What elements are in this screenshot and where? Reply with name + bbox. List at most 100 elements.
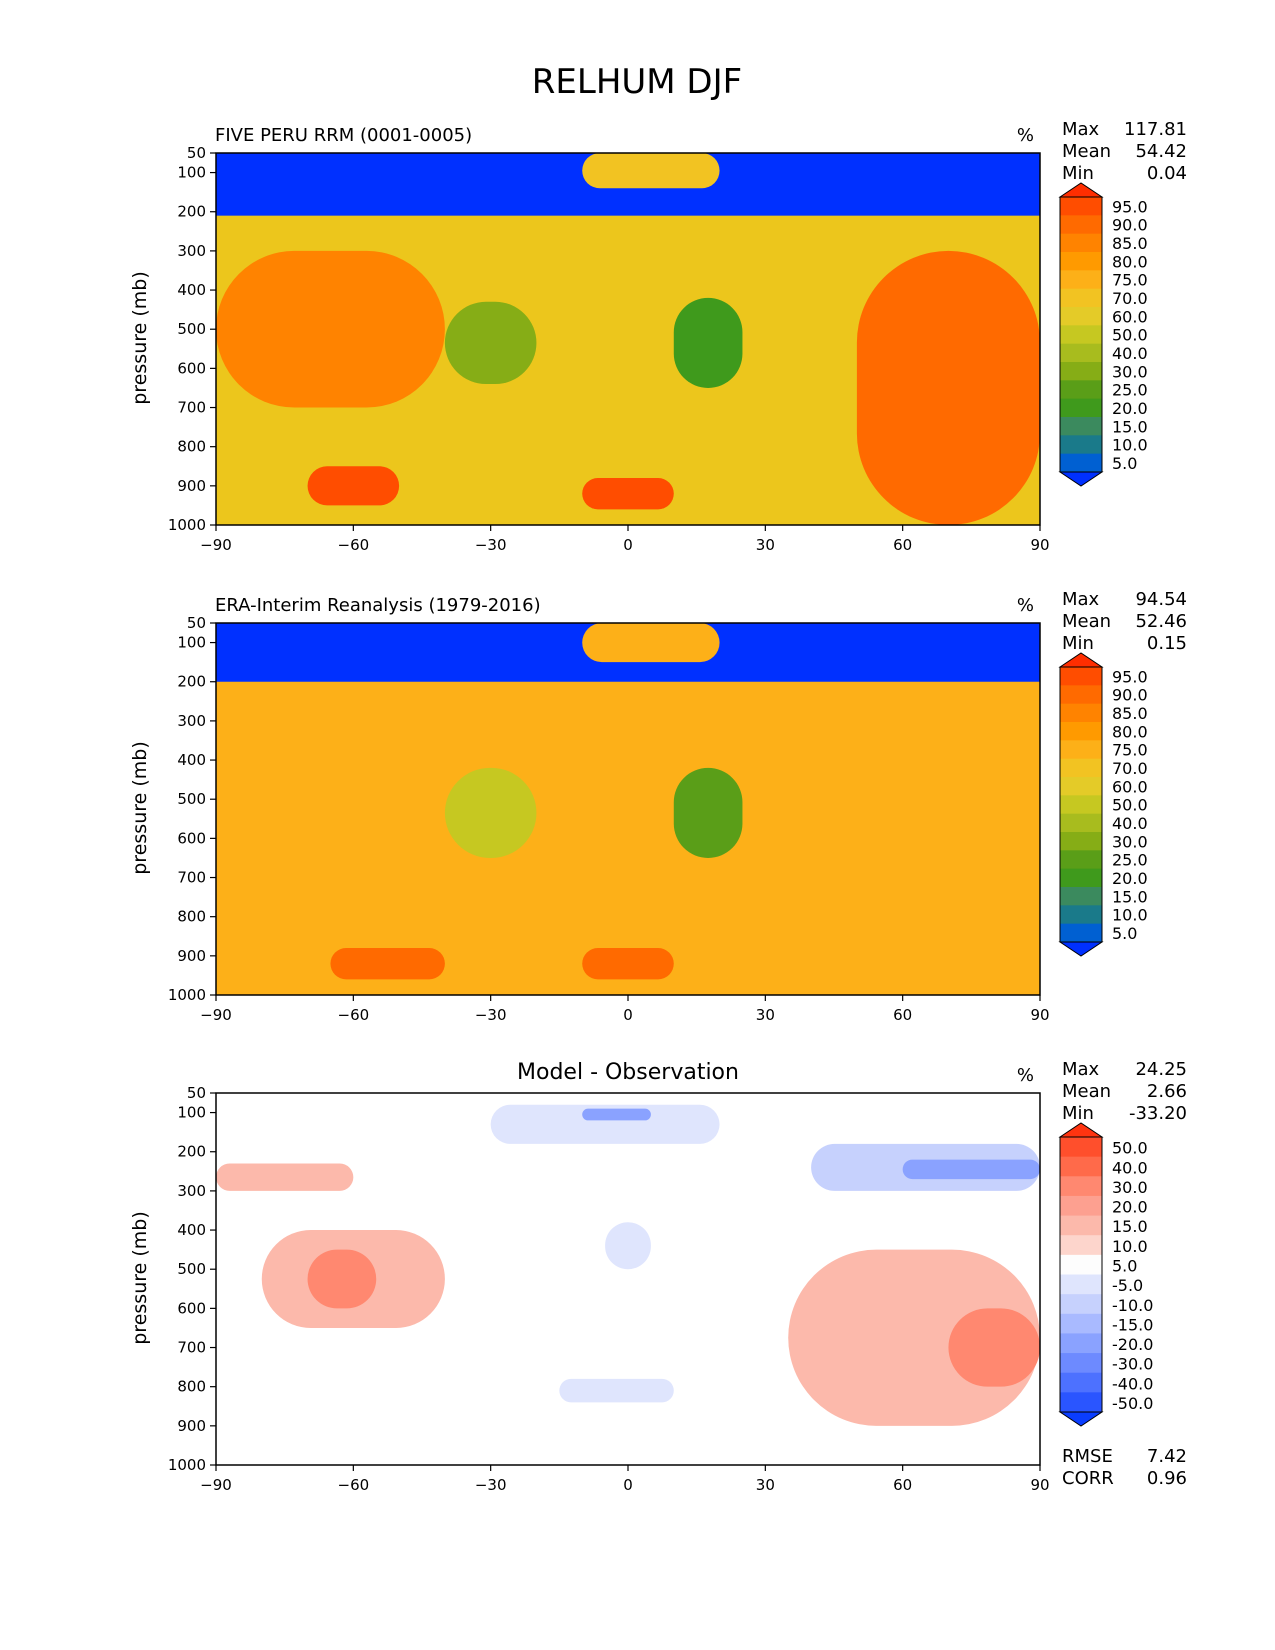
units-label: % [1017,1065,1034,1086]
y-tick-label: 200 [177,203,206,221]
colorbar-segment [1060,325,1102,345]
colorbar-tick-label: 85.0 [1112,704,1148,723]
x-tick-label: 90 [1030,536,1049,554]
stat-max-value: 94.54 [1135,589,1187,610]
y-tick-label: 500 [177,320,206,338]
y-tick-label: 900 [177,477,206,495]
panel-title-left: ERA-Interim Reanalysis (1979-2016) [215,595,541,616]
corr-label: CORR [1062,1468,1114,1489]
field-region [444,301,537,385]
colorbar-tick-label: 10.0 [1112,906,1148,925]
field-region [582,948,674,980]
colorbar-tick-label: 75.0 [1112,741,1148,760]
colorbar-segment [1060,343,1102,363]
colorbar-tick-label: -5.0 [1112,1276,1143,1295]
panel-difference: Model - Observation % Max 24.25 Mean 2.6… [129,1059,1187,1494]
colorbar-tick-label: 30.0 [1112,1178,1148,1197]
colorbar-tick-label: 25.0 [1112,851,1148,870]
x-tick-label: 30 [756,1006,775,1024]
colorbar-tick-label: 15.0 [1112,1217,1148,1236]
y-tick-label: 100 [177,1104,206,1122]
y-tick-label: 300 [177,1182,206,1200]
colorbar-segment [1060,417,1102,436]
field-region [582,623,720,663]
stat-min-label: Min [1062,163,1094,184]
colorbar-tick-label: -10.0 [1112,1296,1153,1315]
colorbar-tick-label: 40.0 [1112,1158,1148,1177]
field-region [307,466,400,506]
colorbar-tick-label: -50.0 [1112,1394,1153,1413]
field-region [673,297,743,388]
stat-mean-label: Mean [1062,1081,1111,1102]
x-tick-label: 30 [756,536,775,554]
colorbar-tick-label: -20.0 [1112,1335,1153,1354]
colorbar-segment [1060,703,1102,723]
y-tick-label: 600 [177,1299,206,1317]
colorbar-segment [1060,1215,1102,1236]
stat-max-value: 117.81 [1124,119,1187,140]
colorbar-tick-label: -15.0 [1112,1315,1153,1334]
colorbar-extend-bottom [1058,471,1104,487]
stat-min-label: Min [1062,1103,1094,1124]
colorbar-segment [1060,850,1102,870]
colorbar-segment [1060,380,1102,400]
units-label: % [1017,125,1034,146]
colorbar-segment [1060,288,1102,308]
stat-max-label: Max [1062,1059,1100,1080]
colorbar-extend-top [1058,182,1104,198]
colorbar: 95.090.085.080.075.070.060.050.040.030.0… [1058,652,1148,957]
colorbar-segment [1060,813,1102,833]
colorbar-tick-label: 30.0 [1112,832,1148,851]
colorbar-tick-label: 30.0 [1112,362,1148,381]
y-tick-label: 700 [177,399,206,417]
colorbar-tick-label: 70.0 [1112,759,1148,778]
colorbar-segment [1060,1274,1102,1295]
field-region [216,250,445,408]
stat-max-label: Max [1062,589,1100,610]
panel-title-center: Model - Observation [517,1060,739,1085]
colorbar-segment [1060,887,1102,906]
colorbar-segment [1060,1137,1102,1158]
colorbar-segment [1060,722,1102,741]
y-tick-label: 400 [177,1221,206,1239]
x-tick-label: 30 [756,1476,775,1494]
x-tick-label: −30 [475,1006,507,1024]
colorbar-tick-label: 75.0 [1112,271,1148,290]
y-tick-label: 200 [177,673,206,691]
colorbar-tick-label: 50.0 [1112,796,1148,815]
x-tick-label: 60 [893,536,912,554]
colorbar-segment [1060,1235,1102,1256]
colorbar-tick-label: 80.0 [1112,252,1148,271]
y-tick-label: 600 [177,359,206,377]
colorbar-segment [1060,1156,1102,1177]
rmse-value: 7.42 [1147,1446,1187,1467]
colorbar-tick-label: 90.0 [1112,686,1148,705]
colorbar-segment [1060,307,1102,326]
x-tick-label: 60 [893,1006,912,1024]
colorbar-segment [1060,1333,1102,1354]
colorbar-tick-label: 10.0 [1112,1237,1148,1256]
colorbar-segment [1060,905,1102,925]
x-tick-label: −60 [338,536,370,554]
colorbar-segment [1060,197,1102,216]
colorbar-frame [1059,196,1103,473]
field-region [490,1104,720,1144]
y-axis-label: pressure (mb) [129,1211,151,1345]
x-tick-label: −90 [200,1476,232,1494]
stat-max-label: Max [1062,119,1100,140]
y-tick-label: 50 [187,144,206,162]
colorbar-segment [1060,685,1102,705]
colorbar-tick-label: 20.0 [1112,399,1148,418]
colorbar-tick-label: 25.0 [1112,381,1148,400]
colorbar-tick-label: 20.0 [1112,1198,1148,1217]
colorbar-segment [1060,233,1102,253]
colorbar-extend-top [1058,1122,1104,1138]
stat-min-label: Min [1062,633,1094,654]
stat-min-value: 0.04 [1147,163,1187,184]
y-tick-label: 300 [177,712,206,730]
colorbar-tick-label: 95.0 [1112,197,1148,216]
x-tick-label: −30 [475,1476,507,1494]
colorbar-tick-label: 60.0 [1112,307,1148,326]
panel-observation: ERA-Interim Reanalysis (1979-2016) % Max… [129,589,1187,1024]
field-region [902,1159,1040,1180]
